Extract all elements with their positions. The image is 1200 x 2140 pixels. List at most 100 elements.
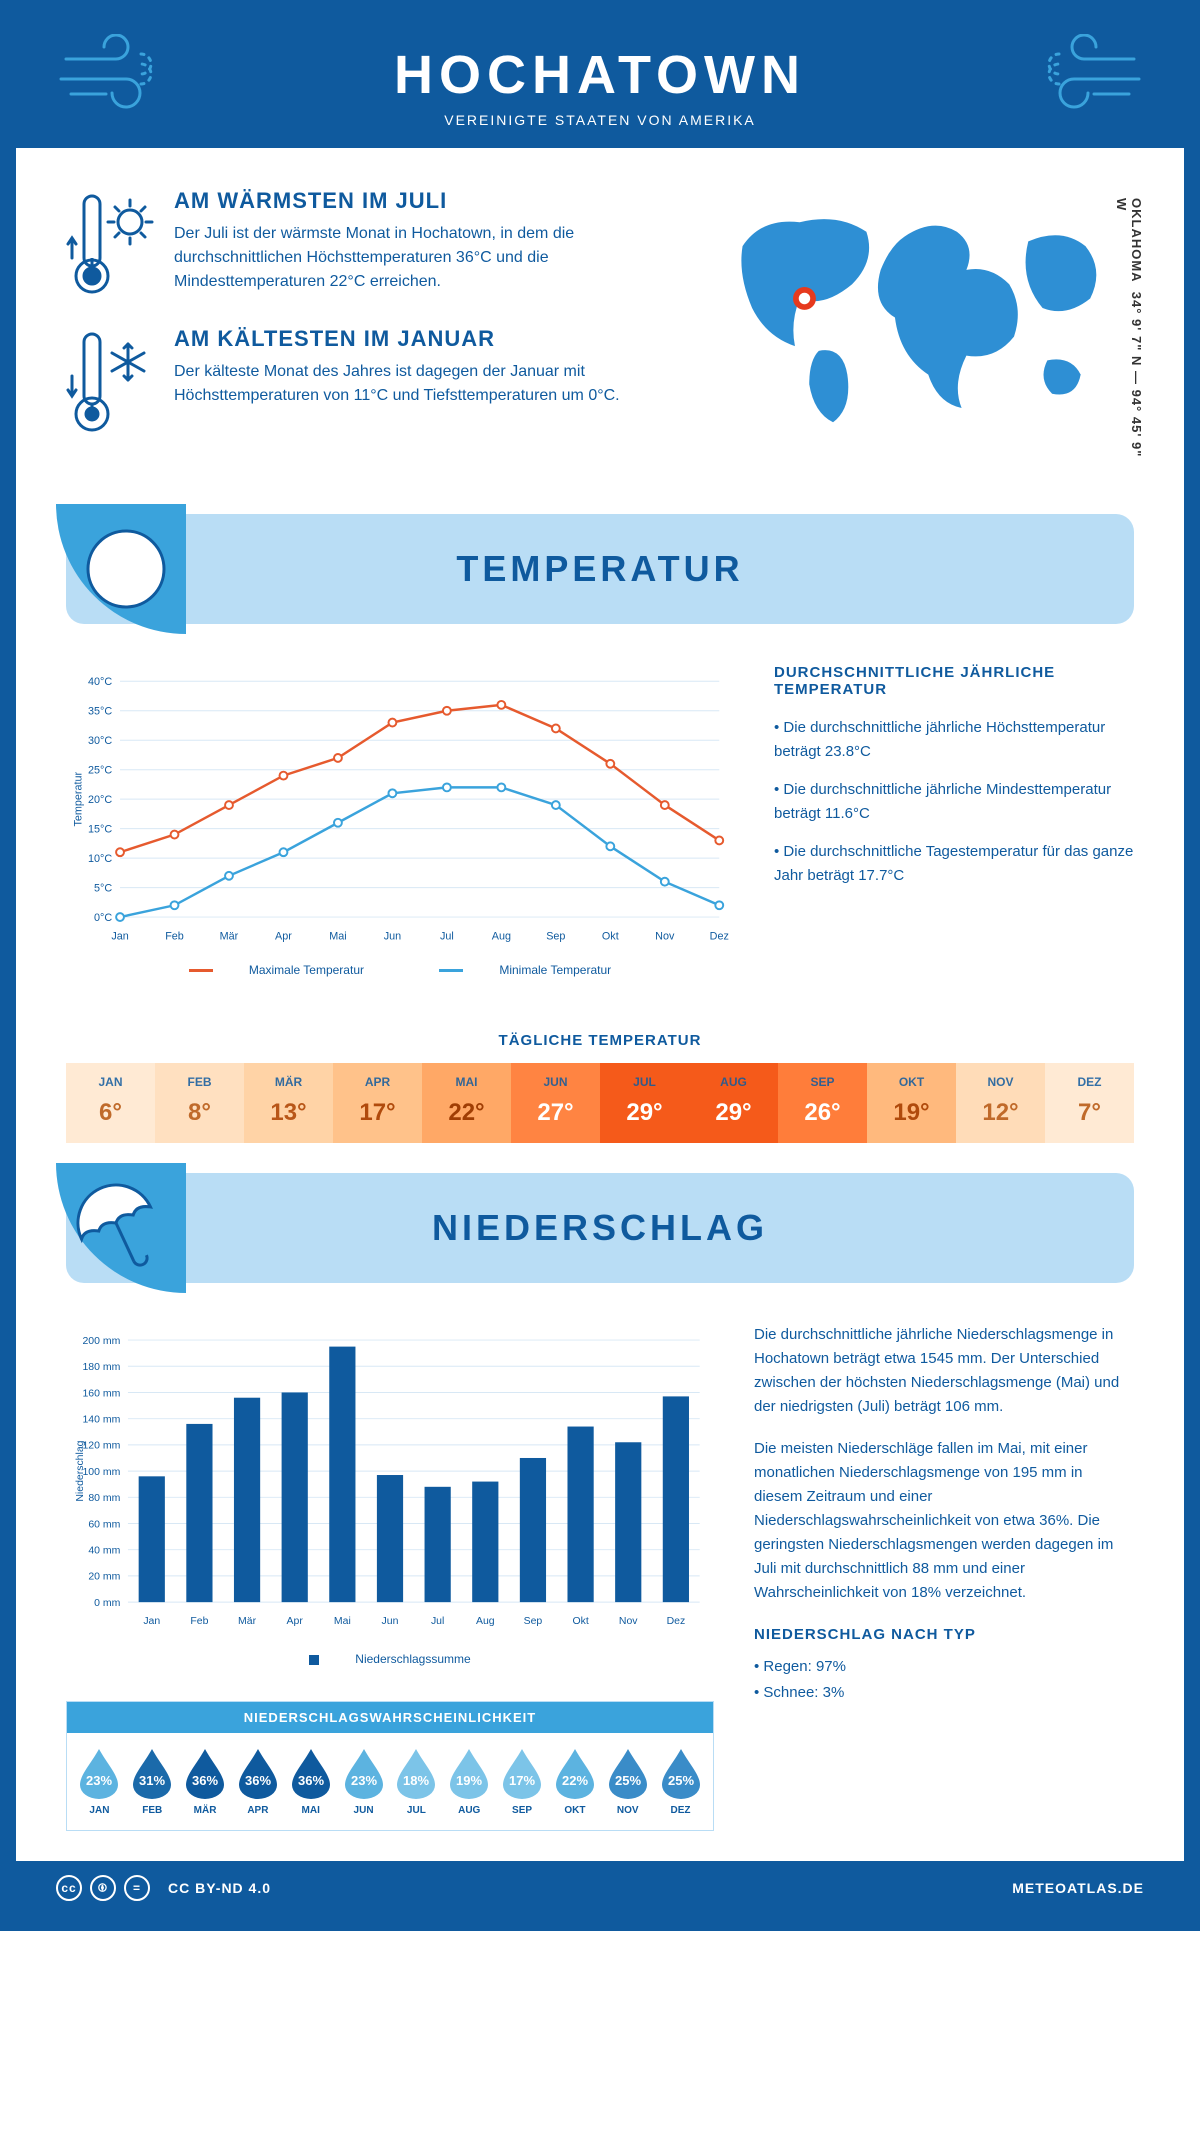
license-badge: cc🅯= CC BY-ND 4.0 bbox=[56, 1875, 271, 1901]
svg-text:19%: 19% bbox=[456, 1773, 482, 1788]
svg-text:23%: 23% bbox=[351, 1773, 377, 1788]
svg-text:Temperatur: Temperatur bbox=[73, 771, 85, 826]
svg-text:25°C: 25°C bbox=[88, 765, 112, 777]
prob-cell: 25% DEZ bbox=[654, 1747, 707, 1816]
fact-warm: AM WÄRMSTEN IM JULI Der Juli ist der wär… bbox=[66, 188, 684, 298]
svg-text:Feb: Feb bbox=[190, 1616, 208, 1627]
svg-text:10°C: 10°C bbox=[88, 853, 112, 865]
daily-temp-cell: JAN6° bbox=[66, 1063, 155, 1143]
svg-text:Aug: Aug bbox=[476, 1616, 495, 1627]
raindrop-icon: 25% bbox=[607, 1747, 649, 1799]
prob-cell: 31% FEB bbox=[126, 1747, 179, 1816]
daily-temp-cell: DEZ7° bbox=[1045, 1063, 1134, 1143]
raindrop-icon: 36% bbox=[184, 1747, 226, 1799]
section-banner-precipitation: NIEDERSCHLAG bbox=[66, 1173, 1134, 1283]
page-header: HOCHATOWN VEREINIGTE STAATEN VON AMERIKA bbox=[16, 16, 1184, 148]
svg-text:Aug: Aug bbox=[492, 931, 511, 943]
svg-text:60 mm: 60 mm bbox=[88, 1519, 120, 1530]
daily-temp-strip: JAN6°FEB8°MÄR13°APR17°MAI22°JUN27°JUL29°… bbox=[66, 1063, 1134, 1143]
svg-text:30°C: 30°C bbox=[88, 735, 112, 747]
precipitation-bar-chart: 0 mm20 mm40 mm60 mm80 mm100 mm120 mm140 … bbox=[66, 1323, 714, 1683]
daily-temp-cell: OKT19° bbox=[867, 1063, 956, 1143]
temperature-line-chart: 0°C5°C10°C15°C20°C25°C30°C35°C40°CJanFeb… bbox=[66, 664, 734, 994]
thermometer-cold-icon bbox=[66, 326, 156, 436]
raindrop-icon: 19% bbox=[448, 1747, 490, 1799]
sun-icon bbox=[56, 504, 186, 634]
svg-text:Mär: Mär bbox=[238, 1616, 257, 1627]
prob-cell: 22% OKT bbox=[548, 1747, 601, 1816]
svg-text:36%: 36% bbox=[298, 1773, 324, 1788]
svg-text:22%: 22% bbox=[562, 1773, 588, 1788]
svg-text:0°C: 0°C bbox=[94, 912, 112, 924]
thermometer-hot-icon bbox=[66, 188, 156, 298]
umbrella-icon bbox=[56, 1163, 186, 1293]
svg-text:25%: 25% bbox=[615, 1773, 641, 1788]
svg-text:Mai: Mai bbox=[334, 1616, 351, 1627]
svg-text:25%: 25% bbox=[668, 1773, 694, 1788]
svg-text:Apr: Apr bbox=[287, 1616, 304, 1627]
prob-cell: 36% MÄR bbox=[179, 1747, 232, 1816]
svg-text:Jun: Jun bbox=[384, 931, 401, 943]
svg-text:35°C: 35°C bbox=[88, 706, 112, 718]
svg-text:20°C: 20°C bbox=[88, 794, 112, 806]
svg-text:0 mm: 0 mm bbox=[94, 1598, 120, 1609]
svg-text:15°C: 15°C bbox=[88, 824, 112, 836]
daily-temp-cell: APR17° bbox=[333, 1063, 422, 1143]
svg-text:31%: 31% bbox=[139, 1773, 165, 1788]
temperature-notes: DURCHSCHNITTLICHE JÄHRLICHE TEMPERATUR •… bbox=[774, 664, 1134, 994]
precipitation-probability-box: NIEDERSCHLAGSWAHRSCHEINLICHKEIT 23% JAN … bbox=[66, 1701, 714, 1831]
daily-temp-cell: JUL29° bbox=[600, 1063, 689, 1143]
svg-text:Jan: Jan bbox=[143, 1616, 160, 1627]
fact-cold-text: Der kälteste Monat des Jahres ist dagege… bbox=[174, 360, 684, 408]
prob-cell: 23% JUN bbox=[337, 1747, 390, 1816]
svg-text:Nov: Nov bbox=[619, 1616, 638, 1627]
svg-text:Dez: Dez bbox=[710, 931, 729, 943]
prob-cell: 17% SEP bbox=[496, 1747, 549, 1816]
svg-text:100 mm: 100 mm bbox=[82, 1467, 120, 1478]
prob-cell: 36% MAI bbox=[284, 1747, 337, 1816]
svg-text:Jul: Jul bbox=[440, 931, 454, 943]
svg-text:40°C: 40°C bbox=[88, 676, 112, 688]
svg-text:36%: 36% bbox=[245, 1773, 271, 1788]
raindrop-icon: 36% bbox=[290, 1747, 332, 1799]
svg-text:40 mm: 40 mm bbox=[88, 1546, 120, 1557]
daily-temp-cell: JUN27° bbox=[511, 1063, 600, 1143]
section-title: NIEDERSCHLAG bbox=[432, 1207, 768, 1249]
raindrop-icon: 18% bbox=[395, 1747, 437, 1799]
infographic-page: HOCHATOWN VEREINIGTE STAATEN VON AMERIKA… bbox=[0, 0, 1200, 1931]
section-title: TEMPERATUR bbox=[456, 548, 743, 590]
svg-text:Dez: Dez bbox=[667, 1616, 686, 1627]
daily-temp-cell: FEB8° bbox=[155, 1063, 244, 1143]
svg-text:120 mm: 120 mm bbox=[82, 1441, 120, 1452]
daily-temp-title: TÄGLICHE TEMPERATUR bbox=[16, 1032, 1184, 1049]
svg-text:Nov: Nov bbox=[655, 931, 675, 943]
raindrop-icon: 23% bbox=[78, 1747, 120, 1799]
prob-cell: 23% JAN bbox=[73, 1747, 126, 1816]
svg-text:200 mm: 200 mm bbox=[82, 1336, 120, 1347]
site-name: METEOATLAS.DE bbox=[1012, 1880, 1144, 1896]
page-subtitle: VEREINIGTE STAATEN VON AMERIKA bbox=[36, 112, 1164, 128]
daily-temp-cell: SEP26° bbox=[778, 1063, 867, 1143]
fact-warm-text: Der Juli ist der wärmste Monat in Hochat… bbox=[174, 222, 684, 294]
svg-text:18%: 18% bbox=[403, 1773, 429, 1788]
fact-cold: AM KÄLTESTEN IM JANUAR Der kälteste Mona… bbox=[66, 326, 684, 436]
svg-text:160 mm: 160 mm bbox=[82, 1388, 120, 1399]
chart-legend: Maximale Temperatur Minimale Temperatur bbox=[66, 963, 734, 977]
fact-cold-title: AM KÄLTESTEN IM JANUAR bbox=[174, 326, 684, 352]
prob-cell: 36% APR bbox=[231, 1747, 284, 1816]
svg-text:Sep: Sep bbox=[546, 931, 565, 943]
svg-text:140 mm: 140 mm bbox=[82, 1414, 120, 1425]
svg-text:Mär: Mär bbox=[220, 931, 239, 943]
prob-cell: 18% JUL bbox=[390, 1747, 443, 1816]
section-banner-temperature: TEMPERATUR bbox=[66, 514, 1134, 624]
raindrop-icon: 22% bbox=[554, 1747, 596, 1799]
svg-text:Jun: Jun bbox=[382, 1616, 399, 1627]
fact-warm-title: AM WÄRMSTEN IM JULI bbox=[174, 188, 684, 214]
svg-text:Apr: Apr bbox=[275, 931, 292, 943]
page-footer: cc🅯= CC BY-ND 4.0 METEOATLAS.DE bbox=[16, 1861, 1184, 1915]
daily-temp-cell: AUG29° bbox=[689, 1063, 778, 1143]
svg-text:5°C: 5°C bbox=[94, 883, 112, 895]
world-map: OKLAHOMA 34° 9' 7" N — 94° 45' 9" W bbox=[714, 188, 1134, 464]
wind-icon bbox=[56, 34, 176, 114]
svg-text:Feb: Feb bbox=[165, 931, 184, 943]
